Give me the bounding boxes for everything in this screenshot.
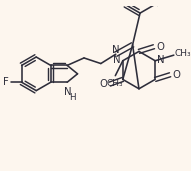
Text: CH₃: CH₃ <box>175 49 191 58</box>
Text: N: N <box>157 55 165 65</box>
Text: N: N <box>112 44 120 55</box>
Text: F: F <box>3 77 9 87</box>
Text: H: H <box>70 93 76 102</box>
Text: N: N <box>113 55 121 65</box>
Text: O: O <box>173 70 181 80</box>
Text: O: O <box>99 79 107 89</box>
Text: N: N <box>64 87 72 97</box>
Text: CH₃: CH₃ <box>106 79 123 88</box>
Text: O: O <box>156 42 164 52</box>
